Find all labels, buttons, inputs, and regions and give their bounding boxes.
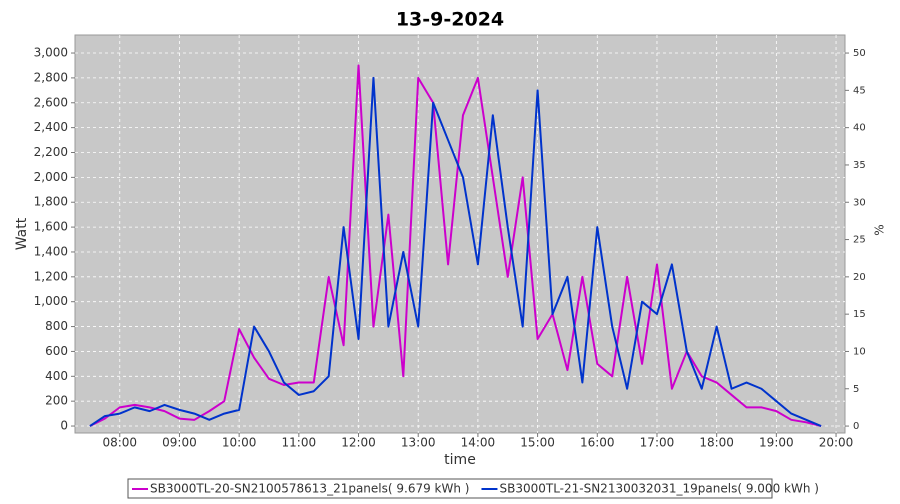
y-tick-label: 400 xyxy=(45,369,68,383)
y-tick-label: 1,000 xyxy=(34,294,68,308)
x-tick-label: 10:00 xyxy=(222,436,257,450)
y2-tick-label: 30 xyxy=(853,197,866,208)
y-tick-label: 2,400 xyxy=(34,120,68,134)
y2-tick-label: 10 xyxy=(853,346,866,357)
y2-tick-label: 20 xyxy=(853,272,866,283)
x-tick-label: 15:00 xyxy=(520,436,555,450)
x-tick-label: 19:00 xyxy=(759,436,794,450)
y2-tick-label: 0 xyxy=(853,421,859,432)
y-tick-label: 1,800 xyxy=(34,195,68,209)
x-tick-label: 11:00 xyxy=(282,436,317,450)
y2-tick-label: 5 xyxy=(853,384,859,395)
chart-title: 13-9-2024 xyxy=(396,9,504,31)
series-line xyxy=(89,64,822,428)
x-axis-label: time xyxy=(444,452,476,468)
x-tick-label: 16:00 xyxy=(580,436,615,450)
y-tick-label: 3,000 xyxy=(34,46,68,60)
y-axis-label: Watt xyxy=(14,217,30,250)
y-tick-label: 600 xyxy=(45,344,68,358)
y-tick-label: 2,800 xyxy=(34,70,68,84)
y-tick-label: 200 xyxy=(45,394,68,408)
y2-tick-label: 35 xyxy=(853,160,866,171)
x-tick-label: 13:00 xyxy=(401,436,436,450)
y2-tick-label: 40 xyxy=(853,123,866,134)
y-tick-label: 2,000 xyxy=(34,170,68,184)
y-tick-label: 1,400 xyxy=(34,244,68,258)
y-tick-label: 800 xyxy=(45,319,68,333)
x-tick-label: 17:00 xyxy=(640,436,675,450)
y2-tick-label: 50 xyxy=(853,48,866,59)
series-line xyxy=(89,76,822,427)
x-tick-label: 12:00 xyxy=(341,436,376,450)
y-tick-label: 2,200 xyxy=(34,145,68,159)
y2-tick-label: 45 xyxy=(853,85,866,96)
y-tick-label: 1,600 xyxy=(34,220,68,234)
y2-axis-label: % xyxy=(873,224,887,235)
x-tick-label: 14:00 xyxy=(461,436,496,450)
x-tick-label: 18:00 xyxy=(699,436,734,450)
y-tick-label: 2,600 xyxy=(34,95,68,109)
y-tick-label: 1,200 xyxy=(34,269,68,283)
y2-tick-label: 25 xyxy=(853,235,866,246)
legend-box xyxy=(127,478,773,499)
x-tick-label: 08:00 xyxy=(102,436,137,450)
legend-label: SB3000TL-20-SN2100578613_21panels( 9.679… xyxy=(150,482,469,496)
x-tick-label: 20:00 xyxy=(819,436,854,450)
plot-area xyxy=(74,34,846,434)
y2-tick-label: 15 xyxy=(853,309,866,320)
x-tick-label: 09:00 xyxy=(162,436,197,450)
y-tick-label: 0 xyxy=(60,419,68,433)
legend-label: SB3000TL-21-SN2130032031_19panels( 9.000… xyxy=(499,482,818,496)
